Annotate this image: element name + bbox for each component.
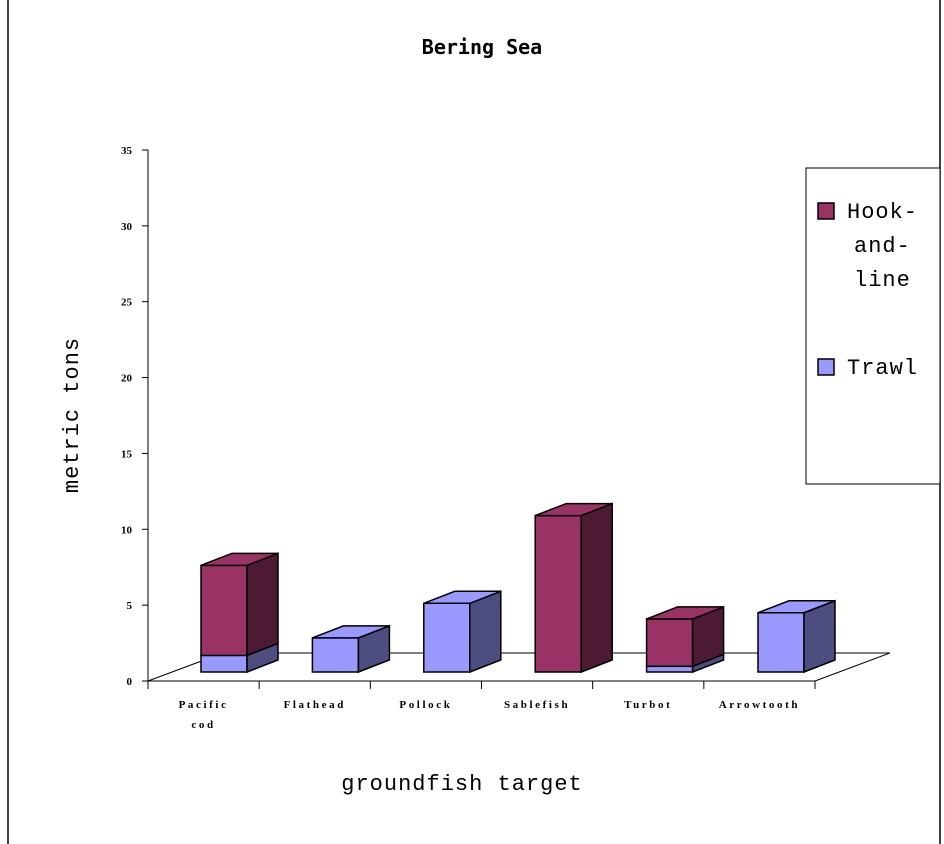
x-axis-title: groundfish target bbox=[341, 772, 582, 797]
y-tick-label: 5 bbox=[127, 600, 133, 612]
bar-side bbox=[469, 590, 502, 674]
x-category-label: Arrowtooth bbox=[719, 699, 800, 711]
bar-top bbox=[646, 606, 724, 620]
legend-item: Trawl bbox=[817, 356, 918, 381]
y-axis-title: metric tons bbox=[60, 337, 85, 493]
bar-segment bbox=[311, 624, 391, 674]
bar-front bbox=[200, 564, 248, 657]
x-category-label: Flathead bbox=[284, 699, 346, 711]
x-category-label: Pollock bbox=[399, 699, 452, 711]
x-category-label: Turbot bbox=[624, 699, 672, 711]
bar-top bbox=[757, 600, 836, 614]
legend-label: Trawl bbox=[847, 356, 918, 381]
bar-top bbox=[312, 625, 390, 639]
y-tick-label: 25 bbox=[121, 297, 133, 309]
bar-segment bbox=[534, 502, 613, 674]
bar-side bbox=[246, 552, 279, 657]
bar-segment bbox=[200, 552, 279, 657]
bar-front bbox=[534, 514, 582, 673]
y-tick-label: 0 bbox=[127, 676, 133, 688]
legend-swatch bbox=[817, 202, 835, 220]
y-tick-label: 30 bbox=[121, 221, 133, 233]
bar-top bbox=[200, 552, 279, 567]
chart-title: Bering Sea bbox=[422, 35, 542, 59]
y-tick-label: 35 bbox=[121, 145, 133, 157]
bar-top bbox=[423, 590, 502, 605]
legend-box bbox=[805, 167, 941, 485]
floor-edge-right bbox=[814, 652, 891, 682]
bar-segment bbox=[423, 590, 502, 674]
bar-top bbox=[534, 502, 613, 517]
x-category-label: Pacific cod bbox=[179, 699, 229, 731]
legend-label: Hook-and-line bbox=[847, 200, 918, 293]
bar-side bbox=[580, 502, 613, 674]
y-tick-label: 15 bbox=[121, 448, 133, 460]
bar-front bbox=[423, 602, 471, 673]
bar-front bbox=[645, 665, 694, 673]
y-tick-label: 20 bbox=[121, 373, 133, 385]
bar-front bbox=[311, 637, 360, 673]
y-tick-label: 10 bbox=[121, 524, 133, 536]
x-category-label: Sablefish bbox=[504, 699, 570, 711]
bar-segment bbox=[645, 605, 725, 668]
bar-front bbox=[645, 618, 694, 668]
legend-swatch bbox=[817, 358, 835, 376]
bar-front bbox=[757, 612, 805, 673]
legend-item: Hook-and-line bbox=[817, 200, 918, 293]
bar-front bbox=[200, 654, 248, 673]
